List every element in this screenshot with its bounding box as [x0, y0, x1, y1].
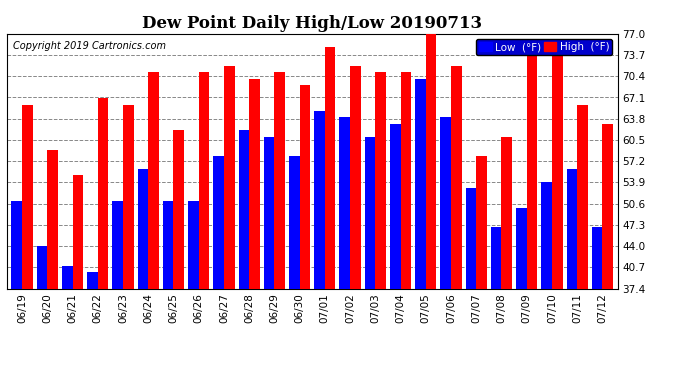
Bar [173, 130, 184, 289]
Bar [12, 201, 22, 289]
Bar [592, 227, 602, 289]
Bar [426, 34, 436, 289]
Bar [275, 72, 285, 289]
Bar [199, 72, 209, 289]
Bar [502, 137, 512, 289]
Bar [224, 66, 235, 289]
Bar [123, 105, 134, 289]
Bar [264, 137, 275, 289]
Bar [137, 169, 148, 289]
Bar [72, 176, 83, 289]
Bar [314, 111, 325, 289]
Bar [188, 201, 199, 289]
Bar [249, 79, 259, 289]
Text: Copyright 2019 Cartronics.com: Copyright 2019 Cartronics.com [13, 41, 166, 51]
Bar [299, 85, 310, 289]
Bar [163, 201, 173, 289]
Bar [148, 72, 159, 289]
Bar [491, 227, 502, 289]
Bar [466, 188, 476, 289]
Bar [516, 208, 526, 289]
Bar [22, 105, 32, 289]
Legend: Low  (°F), High  (°F): Low (°F), High (°F) [476, 39, 612, 55]
Bar [98, 98, 108, 289]
Bar [339, 117, 350, 289]
Bar [542, 182, 552, 289]
Title: Dew Point Daily High/Low 20190713: Dew Point Daily High/Low 20190713 [142, 15, 482, 32]
Bar [37, 246, 48, 289]
Bar [451, 66, 462, 289]
Bar [375, 72, 386, 289]
Bar [476, 156, 487, 289]
Bar [552, 46, 562, 289]
Bar [112, 201, 123, 289]
Bar [526, 46, 538, 289]
Bar [48, 150, 58, 289]
Bar [239, 130, 249, 289]
Bar [602, 124, 613, 289]
Bar [213, 156, 224, 289]
Bar [566, 169, 577, 289]
Bar [390, 124, 400, 289]
Bar [87, 272, 98, 289]
Bar [440, 117, 451, 289]
Bar [325, 46, 335, 289]
Bar [400, 72, 411, 289]
Bar [289, 156, 299, 289]
Bar [350, 66, 361, 289]
Bar [415, 79, 426, 289]
Bar [365, 137, 375, 289]
Bar [62, 266, 72, 289]
Bar [577, 105, 588, 289]
